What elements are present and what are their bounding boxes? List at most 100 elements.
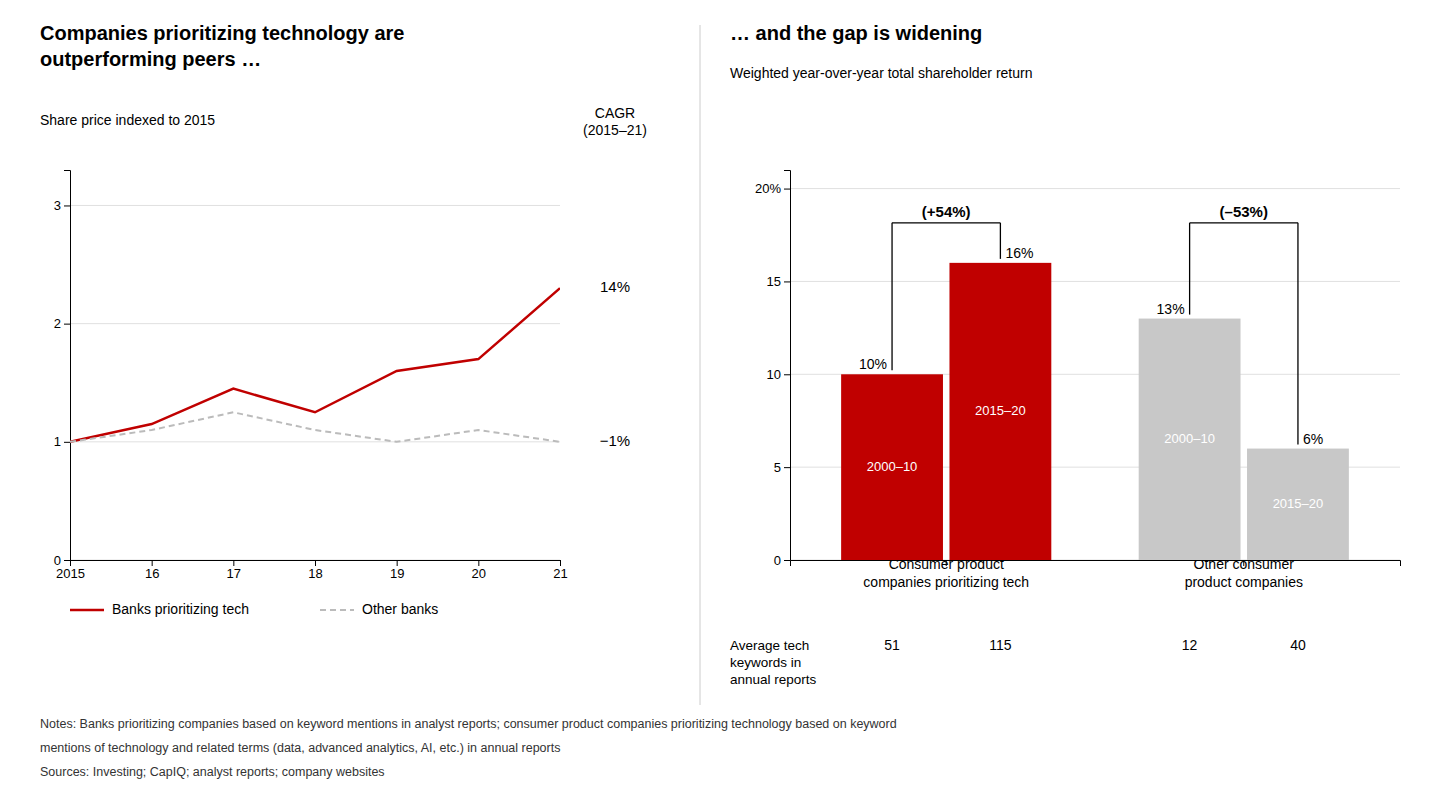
- axis: 2015161718192021: [56, 560, 568, 581]
- tick: Other consumerproduct companies: [1185, 556, 1303, 590]
- text-line: Share price indexed to 2015: [40, 112, 215, 128]
- grid: [70, 205, 560, 560]
- text-line: Companies prioritizing technology are: [40, 22, 405, 44]
- legend-label: Banks prioritizing tech: [112, 601, 249, 617]
- bar: [949, 263, 1051, 560]
- keywords-label: Average tech keywords in annual reports: [730, 638, 817, 687]
- tick-label: 5: [774, 460, 781, 475]
- tick: Consumer productcompanies prioritizing t…: [863, 556, 1029, 590]
- tick-mark: [315, 560, 316, 566]
- axis-line: [791, 561, 1401, 567]
- bar: [1247, 449, 1349, 560]
- bar-inside-label: 2015–20: [1273, 496, 1324, 511]
- separator: [700, 25, 701, 705]
- tick-label: 21: [553, 566, 567, 581]
- tick-label: 19: [390, 566, 404, 581]
- bar: [1139, 319, 1241, 560]
- bracket: [892, 223, 1000, 370]
- tick-label: Consumer productcompanies prioritizing t…: [863, 556, 1029, 590]
- tick-mark: [784, 189, 790, 190]
- tick: 3: [54, 198, 70, 213]
- keywords-value: 115: [989, 637, 1012, 653]
- grid-line: [790, 281, 1400, 282]
- grid-line: [70, 323, 560, 324]
- chart-title: … and the gap is widening: [730, 22, 982, 44]
- line-panel: Companies prioritizing technology are out…: [40, 22, 647, 617]
- tick: 0: [54, 553, 70, 568]
- axis-line: [71, 561, 561, 567]
- tick: 2: [54, 316, 70, 331]
- keywords-value: 51: [884, 637, 900, 653]
- line-series: [70, 412, 560, 442]
- bracket-line: [1297, 223, 1298, 445]
- text-line: outperforming peers …: [40, 48, 261, 70]
- tick-mark: [784, 281, 790, 282]
- text-line: annual reports: [730, 672, 817, 687]
- annotation: (–53%): [1220, 203, 1268, 220]
- text-line: … and the gap is widening: [730, 22, 982, 44]
- keywords-value: 12: [1182, 637, 1198, 653]
- legend-entry: Other banks: [320, 601, 438, 617]
- tick-label: 20: [472, 566, 486, 581]
- axis: 05101520%: [755, 171, 791, 568]
- tick-label: 18: [308, 566, 322, 581]
- axis-line: [784, 171, 791, 561]
- tick-mark: [478, 560, 479, 566]
- tick-label: 20%: [755, 181, 781, 196]
- tick: 18: [308, 560, 322, 581]
- tick-label: 16: [145, 566, 159, 581]
- plot-area: [70, 288, 560, 442]
- axis: Consumer productcompanies prioritizing t…: [791, 556, 1401, 590]
- annotation: (+54%): [922, 203, 971, 220]
- tick-label: 2: [54, 316, 61, 331]
- chart-page: Companies prioritizing technology are out…: [0, 0, 1440, 810]
- tick-mark: [152, 560, 153, 566]
- chart-subtitle: Weighted year-over-year total shareholde…: [730, 65, 1032, 81]
- tick: 16: [145, 560, 159, 581]
- tick-mark: [784, 374, 790, 375]
- text-line: CAGR: [595, 105, 635, 121]
- axis-line: [64, 171, 71, 561]
- tick: 20%: [755, 181, 790, 196]
- note: Sources: Investing; CapIQ; analyst repor…: [40, 765, 385, 779]
- axis: 0 1 2 3: [54, 171, 71, 568]
- bar-labels: 2000–102015–202000–102015–2010%16%13%6%(…: [859, 203, 1323, 653]
- tick: 20: [472, 560, 486, 581]
- bar-inside-label: 2015–20: [975, 403, 1026, 418]
- bracket-line: [1189, 223, 1190, 315]
- tick: 0: [774, 553, 790, 568]
- tick-mark: [784, 560, 790, 561]
- tick-label: 3: [54, 198, 61, 213]
- note: Notes: Banks prioritizing companies base…: [40, 717, 897, 731]
- tick-mark: [397, 560, 398, 566]
- tick-mark: [64, 442, 70, 443]
- tick-label: 0: [54, 553, 61, 568]
- grid-line: [70, 441, 560, 442]
- tick-label: 0: [774, 553, 781, 568]
- tick: 5: [774, 460, 790, 475]
- chart-title: Companies prioritizing technology are out…: [40, 22, 405, 70]
- annotation: 14%: [600, 278, 630, 295]
- tick: 19: [390, 560, 404, 581]
- tick: 17: [227, 560, 241, 581]
- legend-label: Other banks: [362, 601, 438, 617]
- text-line: keywords in: [730, 655, 801, 670]
- data-label: 10%: [859, 356, 887, 372]
- text-line: (2015–21): [583, 122, 647, 138]
- text-line: product companies: [1185, 574, 1303, 590]
- note: mentions of technology and related terms…: [40, 741, 560, 755]
- bracket-line: [891, 223, 892, 370]
- bar-inside-label: 2000–10: [1164, 431, 1215, 446]
- annotation: −1%: [600, 432, 630, 449]
- tick-label: 10: [767, 367, 781, 382]
- tick: 21: [553, 560, 567, 581]
- tick-mark: [64, 324, 70, 325]
- bracket-line: [1190, 222, 1298, 223]
- tick-mark: [64, 560, 70, 561]
- bar: [841, 374, 943, 560]
- text-line: Average tech: [730, 638, 809, 653]
- chart-subtitle: Share price indexed to 2015: [40, 112, 215, 128]
- tick-mark: [64, 205, 70, 206]
- bracket: [1190, 223, 1298, 445]
- tick: 1: [54, 434, 70, 449]
